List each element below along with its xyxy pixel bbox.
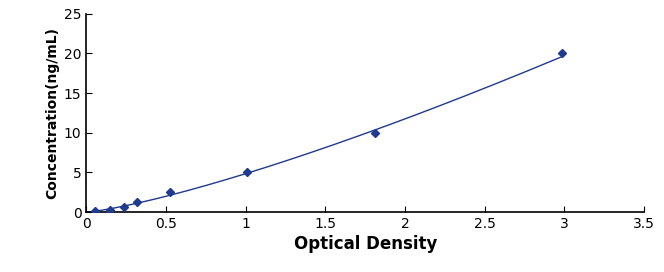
X-axis label: Optical Density: Optical Density [293,235,437,253]
Y-axis label: Concentration(ng/mL): Concentration(ng/mL) [46,27,60,199]
